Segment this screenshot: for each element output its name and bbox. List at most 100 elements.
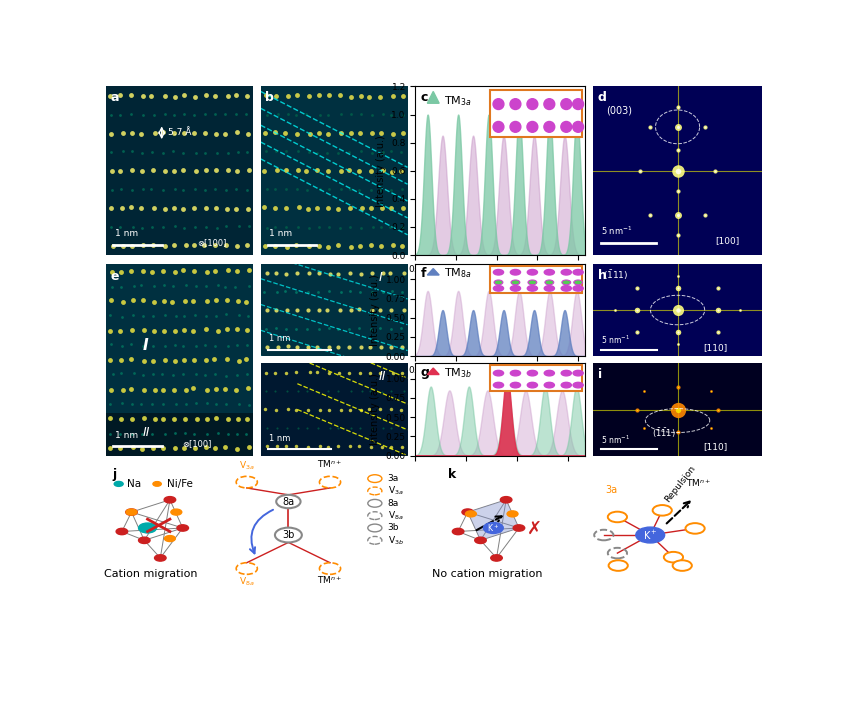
- Text: K$^+$: K$^+$: [643, 528, 657, 541]
- Y-axis label: Intensity (a.u.): Intensity (a.u.): [370, 374, 380, 446]
- Circle shape: [653, 505, 672, 516]
- Text: 3b: 3b: [282, 530, 295, 540]
- Circle shape: [573, 99, 584, 109]
- Circle shape: [562, 286, 572, 291]
- Text: ($\bar{1}\bar{1}$1): ($\bar{1}\bar{1}$1): [652, 426, 676, 440]
- Text: ⊗[100]: ⊗[100]: [182, 439, 212, 448]
- Text: II: II: [378, 370, 385, 383]
- FancyBboxPatch shape: [490, 90, 582, 137]
- Circle shape: [664, 552, 683, 562]
- Circle shape: [116, 528, 128, 535]
- Text: TM$_{3b}$: TM$_{3b}$: [445, 366, 473, 379]
- Circle shape: [528, 280, 537, 285]
- Text: I: I: [142, 338, 148, 354]
- Circle shape: [510, 99, 521, 109]
- Y-axis label: Intensity (a.u.): Intensity (a.u.): [370, 274, 380, 346]
- FancyBboxPatch shape: [490, 365, 582, 391]
- Text: 8a: 8a: [388, 499, 399, 508]
- Text: j: j: [113, 468, 116, 481]
- Text: e: e: [110, 270, 119, 283]
- Polygon shape: [468, 500, 519, 540]
- Text: Na: Na: [127, 479, 141, 489]
- Circle shape: [545, 280, 554, 285]
- Circle shape: [544, 99, 555, 109]
- Polygon shape: [427, 91, 440, 103]
- Text: a: a: [110, 91, 119, 104]
- Circle shape: [685, 523, 705, 534]
- Circle shape: [493, 99, 504, 109]
- Text: No cation migration: No cation migration: [432, 570, 542, 580]
- Text: 1 nm: 1 nm: [114, 230, 138, 238]
- Text: 8a: 8a: [282, 497, 295, 507]
- Circle shape: [573, 280, 583, 285]
- Circle shape: [494, 286, 504, 291]
- Text: d: d: [598, 91, 606, 104]
- Text: ✗: ✗: [527, 520, 542, 538]
- Circle shape: [528, 370, 538, 376]
- Text: i: i: [598, 368, 602, 381]
- Text: 3b: 3b: [388, 523, 399, 533]
- Text: 5.7 Å: 5.7 Å: [168, 128, 191, 138]
- Circle shape: [545, 382, 555, 388]
- Circle shape: [484, 523, 503, 534]
- Text: 5 nm$^{-1}$: 5 nm$^{-1}$: [601, 433, 630, 446]
- Text: TM$_{3a}$: TM$_{3a}$: [445, 94, 472, 107]
- Circle shape: [545, 370, 555, 376]
- Polygon shape: [427, 368, 440, 374]
- Circle shape: [673, 560, 692, 571]
- Circle shape: [511, 382, 521, 388]
- Circle shape: [528, 269, 538, 275]
- Circle shape: [528, 382, 538, 388]
- Text: K$^+$: K$^+$: [487, 522, 500, 534]
- Circle shape: [490, 555, 502, 561]
- Text: TM$^{n+}$: TM$^{n+}$: [318, 459, 343, 470]
- Text: [100]: [100]: [715, 236, 739, 246]
- Text: k: k: [449, 468, 457, 481]
- Text: (003): (003): [606, 105, 633, 115]
- Text: 5 nm$^{-1}$: 5 nm$^{-1}$: [601, 333, 630, 346]
- Text: V$_{8a}$: V$_{8a}$: [239, 575, 255, 588]
- Text: Repulsion: Repulsion: [663, 464, 697, 504]
- Text: 1 nm: 1 nm: [269, 434, 291, 443]
- Text: TM$^{n+}$: TM$^{n+}$: [318, 575, 343, 586]
- Bar: [106, 413, 252, 456]
- Text: [110]: [110]: [703, 343, 728, 351]
- Circle shape: [562, 370, 572, 376]
- Text: I: I: [378, 271, 382, 284]
- Polygon shape: [427, 269, 440, 275]
- Circle shape: [276, 495, 301, 508]
- Circle shape: [171, 509, 182, 515]
- Text: 1 nm: 1 nm: [269, 230, 292, 238]
- Circle shape: [511, 269, 521, 275]
- Text: [110]: [110]: [703, 442, 728, 451]
- Y-axis label: Intensity (a.u.): Intensity (a.u.): [376, 135, 385, 207]
- Circle shape: [545, 286, 555, 291]
- Circle shape: [510, 122, 521, 132]
- Text: V$_{3b}$: V$_{3b}$: [388, 534, 404, 546]
- Circle shape: [177, 525, 189, 531]
- Circle shape: [562, 382, 572, 388]
- Circle shape: [544, 122, 555, 132]
- Text: ⊗[100]: ⊗[100]: [197, 238, 226, 247]
- Text: V$_{3a}$: V$_{3a}$: [239, 459, 255, 472]
- Text: II: II: [142, 426, 150, 439]
- Text: b: b: [265, 91, 274, 104]
- Circle shape: [608, 512, 627, 522]
- Circle shape: [466, 511, 476, 517]
- Circle shape: [368, 524, 382, 532]
- Circle shape: [562, 269, 572, 275]
- Circle shape: [511, 280, 520, 285]
- Text: 3a: 3a: [606, 485, 617, 495]
- Circle shape: [125, 509, 137, 516]
- X-axis label: Distance (nm): Distance (nm): [466, 279, 535, 289]
- Circle shape: [494, 370, 504, 376]
- Text: ($\bar{1}$11): ($\bar{1}$11): [603, 268, 628, 282]
- Circle shape: [164, 536, 175, 541]
- Circle shape: [573, 286, 584, 291]
- Circle shape: [493, 122, 504, 132]
- X-axis label: Distance (nm): Distance (nm): [466, 480, 535, 490]
- Text: TM$_{8a}$: TM$_{8a}$: [445, 266, 472, 280]
- Text: 3a: 3a: [388, 474, 399, 483]
- Circle shape: [475, 537, 486, 544]
- Circle shape: [139, 523, 157, 533]
